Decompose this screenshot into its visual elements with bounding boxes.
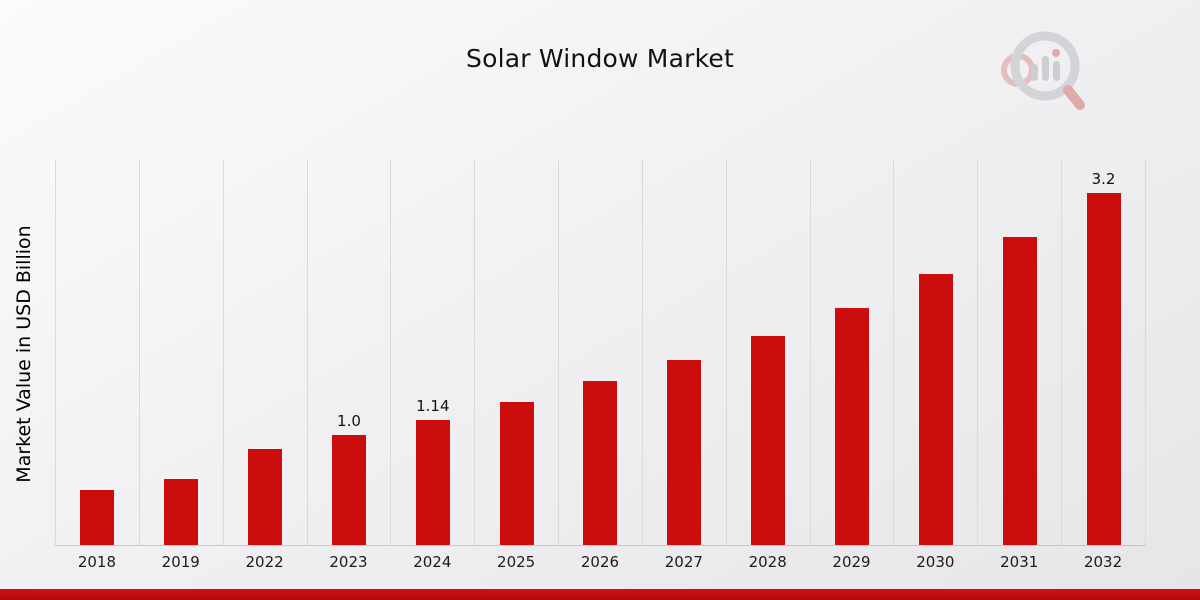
- bar-2030: [918, 274, 953, 545]
- bar-2027: [667, 360, 702, 545]
- y-axis-title: Market Value in USD Billion: [13, 225, 35, 483]
- category-column-2018: [56, 160, 140, 545]
- x-tick-label-2028: 2028: [748, 553, 787, 571]
- bar-2022: [248, 449, 283, 545]
- brand-logo: [995, 26, 1090, 120]
- category-column-2032: 3.2: [1062, 160, 1146, 545]
- bar-2024: [415, 420, 450, 545]
- x-tick-label-2026: 2026: [580, 553, 620, 571]
- bar-2025: [499, 402, 534, 545]
- category-column-2025: [475, 160, 560, 545]
- x-tick-label-2029: 2029: [832, 553, 871, 571]
- x-tick-label-2031: 2031: [1000, 553, 1039, 571]
- footer-accent-bar: [0, 589, 1200, 600]
- bar-2029: [835, 308, 870, 545]
- bar-2019: [164, 479, 199, 545]
- bar-2018: [80, 490, 115, 545]
- chart-title: Solar Window Market: [466, 44, 734, 73]
- x-tick-label-2024: 2024: [413, 553, 452, 571]
- x-tick-label-2032: 2032: [1083, 553, 1123, 571]
- x-axis: 2018 2019 2022 2023 2024 2025 2026 2027 2028 2029…: [55, 553, 1145, 571]
- bar-value-label-2032: 3.2: [1091, 170, 1116, 188]
- x-tick-label-2030: 2030: [916, 553, 955, 571]
- category-column-2026: [559, 160, 643, 545]
- category-column-2027: [643, 160, 727, 545]
- category-column-2029: [811, 160, 895, 545]
- category-column-2031: [978, 160, 1063, 545]
- category-column-2019: [140, 160, 224, 545]
- bar-value-label-2023: 1.0: [337, 412, 361, 430]
- bar-2026: [583, 381, 618, 545]
- bar-2032: [1086, 193, 1121, 545]
- category-column-2022: [224, 160, 308, 545]
- category-column-2023: 1.0: [308, 160, 392, 545]
- x-tick-label-2025: 2025: [497, 553, 536, 571]
- x-tick-label-2027: 2027: [664, 553, 703, 571]
- bar-2023: [331, 435, 366, 545]
- category-column-2024: 1.14: [391, 160, 476, 545]
- x-tick-label-2018: 2018: [77, 553, 117, 571]
- magnifier-bar-chart-logo-icon: [1001, 31, 1085, 110]
- category-column-2028: [727, 160, 811, 545]
- x-tick-label-2022: 2022: [245, 553, 284, 571]
- x-tick-label-2023: 2023: [329, 553, 368, 571]
- bar-2028: [751, 336, 786, 545]
- plot-area: 1.0 1.14 3.2: [55, 160, 1146, 546]
- x-tick-label-2019: 2019: [161, 553, 200, 571]
- bar-2031: [1002, 237, 1037, 545]
- category-column-2030: [894, 160, 979, 545]
- bar-value-label-2024: 1.14: [416, 397, 450, 415]
